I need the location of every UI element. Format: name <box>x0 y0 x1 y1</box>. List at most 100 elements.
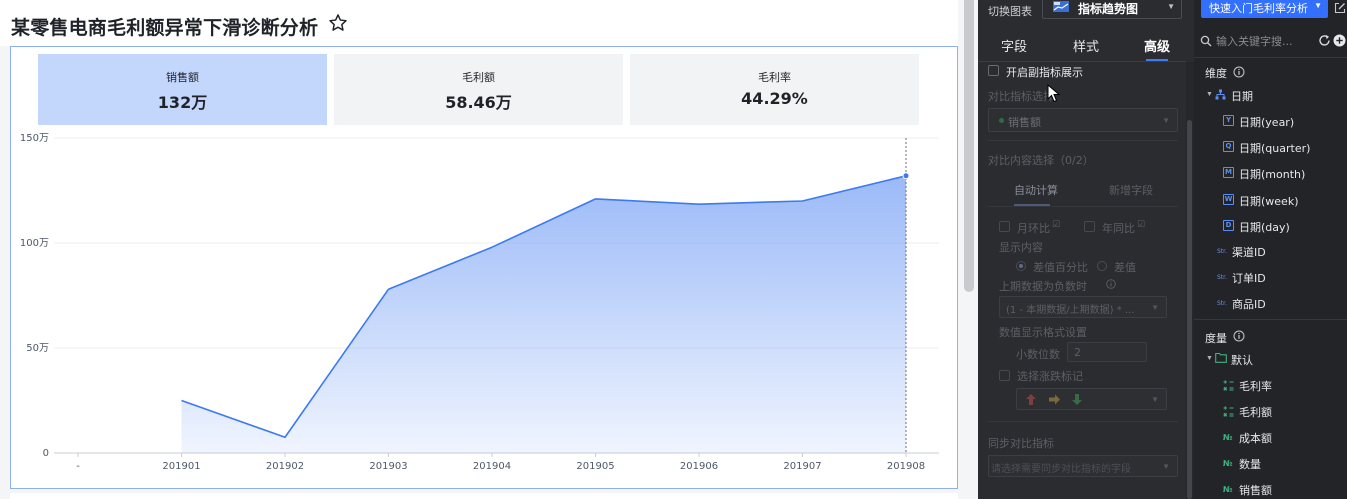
info-icon[interactable] <box>1233 330 1245 342</box>
measure-group-default[interactable]: 默认 <box>1231 354 1253 367</box>
field-quantity[interactable]: 数量 <box>1239 458 1261 471</box>
field-date-day[interactable]: 日期(day) <box>1239 220 1290 234</box>
decimal-input[interactable]: 2 <box>1067 342 1147 362</box>
canvas-scrollbar-thumb[interactable] <box>964 0 974 292</box>
field-gross-margin[interactable]: 毛利率 <box>1239 380 1272 393</box>
field-date-week[interactable]: 日期(week) <box>1239 194 1299 208</box>
quick-start-button[interactable]: 快速入门毛利率分析 ▼ <box>1201 0 1328 18</box>
kpi-card-sales[interactable]: 销售额 132万 <box>38 54 327 125</box>
x-tick-label: 201904 <box>473 461 511 472</box>
field-sales[interactable]: 销售额 <box>1239 484 1272 497</box>
chart-type-label: 指标趋势图 <box>1078 2 1139 16</box>
collapse-caret-icon[interactable]: ▼ <box>1206 355 1213 362</box>
yoy-checkbox[interactable] <box>1084 221 1095 232</box>
dashboard-canvas: 某零售电商毛利额异常下滑诊断分析 销售额 132万 毛利额 58.46万 毛利率… <box>0 0 978 499</box>
x-tick-label: 201902 <box>266 461 304 472</box>
sub-indicator-checkbox[interactable] <box>988 65 999 76</box>
field-search-input[interactable] <box>1216 31 1314 51</box>
edit-icon[interactable] <box>1334 2 1346 14</box>
y-tick-label: 0 <box>43 448 49 459</box>
x-tick-label: 201908 <box>887 461 925 472</box>
radio-diff-percent[interactable] <box>1016 261 1026 271</box>
trend-chart[interactable]: 0 50万 100万 150万 - 201901 201902 201903 201904 201… <box>11 47 957 488</box>
compare-indicator-select[interactable]: 销售额 ▼ <box>988 108 1178 132</box>
radio-diff[interactable] <box>1097 261 1107 271</box>
negative-prev-select[interactable]: (1 - 本期数据/上期数据) * ... ▼ <box>999 296 1167 318</box>
sync-compare-select[interactable]: 请选择需要同步对比指标的字段 ▼ <box>988 455 1178 477</box>
title-bar: 某零售电商毛利额异常下滑诊断分析 <box>0 0 978 46</box>
trend-chart-icon <box>1053 1 1069 12</box>
radio-diff-percent-label: 差值百分比 <box>1033 261 1088 274</box>
folder-icon <box>1215 352 1227 363</box>
collapse-caret-icon[interactable]: ▼ <box>1206 91 1213 98</box>
chart-card[interactable]: 销售额 132万 毛利额 58.46万 毛利率 44.29% 0 50万 100万 1… <box>10 46 958 489</box>
kpi-value: 132万 <box>157 93 208 112</box>
field-date-quarter[interactable]: 日期(quarter) <box>1239 142 1311 156</box>
next-card-edge <box>10 493 958 499</box>
calculated-field-icon <box>1223 380 1234 391</box>
x-tick-label: 201907 <box>783 461 821 472</box>
series-line[interactable] <box>181 175 907 439</box>
subtab-new-field[interactable]: 新增字段 <box>1109 184 1153 197</box>
add-icon[interactable] <box>1333 34 1346 47</box>
string-type-icon: Str. <box>1217 274 1227 281</box>
divider <box>988 421 1178 422</box>
mom-label: 月环比 <box>1017 222 1050 235</box>
edit-icon[interactable]: ☑ <box>1137 220 1146 230</box>
arrow-icons <box>1026 394 1082 405</box>
dimension-group-date[interactable]: 日期 <box>1231 90 1253 103</box>
settings-scrollbar-thumb[interactable] <box>1187 120 1192 499</box>
divider <box>1194 319 1347 320</box>
info-icon[interactable] <box>1233 66 1245 78</box>
field-order-id[interactable]: 订单ID <box>1232 272 1266 285</box>
quick-start-label: 快速入门毛利率分析 <box>1209 2 1308 15</box>
tab-fields[interactable]: 字段 <box>1001 40 1028 55</box>
x-tick-label: 201906 <box>680 461 718 472</box>
kpi-card-gross-profit[interactable]: 毛利额 58.46万 <box>334 54 623 125</box>
radio-diff-label: 差值 <box>1114 261 1136 274</box>
field-date-year[interactable]: 日期(year) <box>1239 116 1295 129</box>
y-tick-label: 50万 <box>26 343 49 354</box>
mom-checkbox[interactable] <box>999 221 1010 232</box>
field-gross-profit[interactable]: 毛利额 <box>1239 406 1272 419</box>
data-point[interactable] <box>902 172 910 180</box>
display-content-label: 显示内容 <box>999 241 1043 254</box>
edit-icon[interactable]: ☑ <box>1052 220 1061 230</box>
field-product-id[interactable]: 商品ID <box>1232 298 1266 311</box>
page-title: 某零售电商毛利额异常下滑诊断分析 <box>11 17 319 39</box>
divider <box>1194 57 1347 58</box>
tab-advanced[interactable]: 高级 <box>1144 40 1171 55</box>
star-icon[interactable] <box>327 12 349 34</box>
compare-indicator-label: 对比指标选择 <box>988 90 1054 103</box>
chevron-down-icon: ▼ <box>1167 2 1175 11</box>
sync-compare-label: 同步对比指标 <box>988 437 1054 450</box>
y-tick-label: 100万 <box>20 238 49 249</box>
string-type-icon: Str. <box>1217 300 1227 307</box>
date-type-icon: Q <box>1223 141 1234 153</box>
search-icon <box>1200 35 1212 47</box>
mouse-cursor-icon <box>1047 84 1061 103</box>
kpi-card-gross-margin[interactable]: 毛利率 44.29% <box>630 54 919 125</box>
value-format-label: 数值显示格式设置 <box>999 326 1087 339</box>
divider <box>988 140 1178 141</box>
field-date-month[interactable]: 日期(month) <box>1239 168 1306 182</box>
yoy-label: 年同比 <box>1102 222 1135 235</box>
date-type-icon: D <box>1223 219 1234 231</box>
subtab-auto-calc[interactable]: 自动计算 <box>1014 184 1058 197</box>
divider <box>988 206 1178 207</box>
info-icon[interactable] <box>1106 279 1116 289</box>
field-cost[interactable]: 成本额 <box>1239 432 1272 445</box>
compare-content-label: 对比内容选择（0/2） <box>988 154 1094 167</box>
trend-mark-label: 选择涨跌标记 <box>1017 370 1083 383</box>
calculated-field-icon <box>1223 406 1234 417</box>
negative-prev-label: 上期数据为负数时 <box>999 280 1087 293</box>
refresh-icon[interactable] <box>1318 34 1331 47</box>
trend-mark-select[interactable]: ▼ <box>1016 388 1167 410</box>
chevron-down-icon: ▼ <box>1151 303 1159 312</box>
kpi-label: 毛利额 <box>462 71 495 84</box>
field-channel-id[interactable]: 渠道ID <box>1232 246 1266 259</box>
trend-mark-checkbox[interactable] <box>999 370 1010 381</box>
number-type-icon: № <box>1223 485 1233 494</box>
tab-style[interactable]: 样式 <box>1073 40 1100 55</box>
chart-type-select[interactable]: 指标趋势图 ▼ <box>1042 0 1182 19</box>
